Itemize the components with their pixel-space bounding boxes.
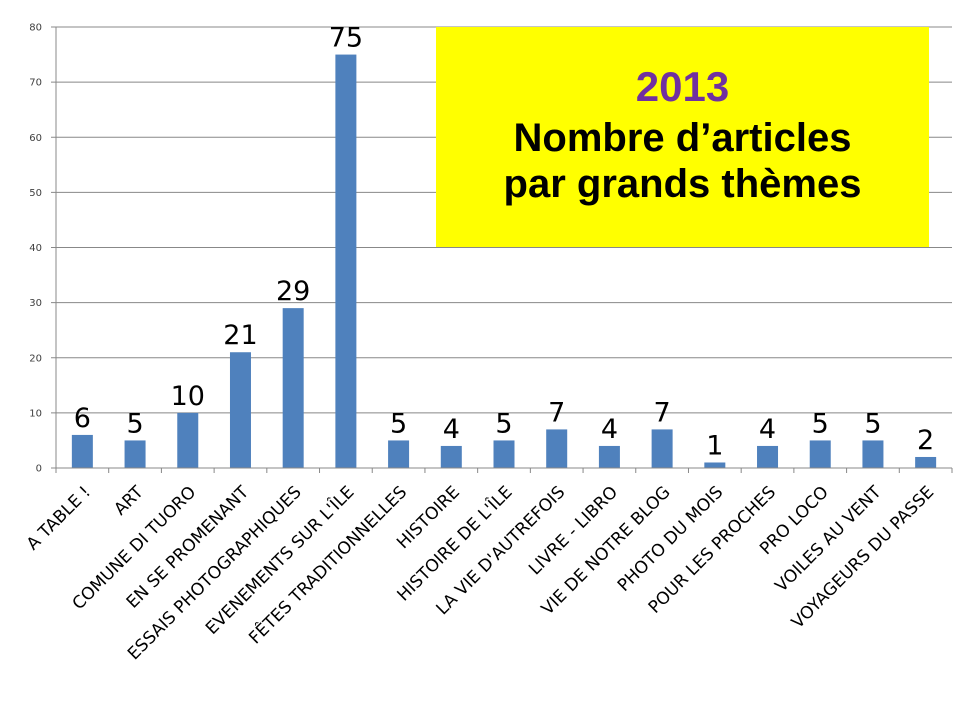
bar — [757, 445, 779, 468]
data-label: 5 — [126, 408, 143, 439]
x-category-label: ART — [110, 482, 148, 520]
bar — [335, 54, 357, 468]
y-tick-label: 0 — [36, 464, 42, 475]
title-box: 2013 Nombre d’articles par grands thèmes — [436, 27, 929, 247]
y-tick-label: 80 — [29, 23, 42, 34]
data-label: 5 — [495, 408, 512, 439]
data-label: 7 — [548, 397, 565, 428]
data-label: 1 — [706, 430, 723, 461]
bar — [229, 352, 251, 468]
y-tick-label: 30 — [29, 298, 42, 309]
bar — [704, 462, 726, 468]
bar — [177, 412, 199, 468]
y-tick-label: 10 — [29, 408, 42, 419]
data-label: 10 — [171, 381, 205, 412]
bar — [651, 429, 673, 468]
y-tick-label: 70 — [29, 78, 42, 89]
data-label: 29 — [276, 276, 310, 307]
title-line-1: Nombre d’articles — [513, 116, 852, 160]
y-tick-label: 20 — [29, 353, 42, 364]
data-label: 2 — [917, 425, 934, 456]
bar — [493, 440, 515, 468]
axes — [51, 26, 953, 473]
bar — [440, 445, 462, 468]
bar — [915, 456, 937, 468]
bar — [862, 440, 884, 468]
data-label: 5 — [864, 408, 881, 439]
title-line-2: par grands thèmes — [503, 162, 862, 206]
y-tick-label: 50 — [29, 188, 42, 199]
data-label: 4 — [443, 414, 460, 445]
data-label: 21 — [223, 320, 257, 351]
data-label: 4 — [759, 414, 776, 445]
data-label: 7 — [654, 397, 671, 428]
bar — [282, 308, 304, 468]
bar — [71, 434, 93, 468]
y-axis-tick-labels: 0 10 20 30 40 50 60 70 80 — [29, 23, 42, 475]
bar — [809, 440, 831, 468]
data-label: 6 — [74, 403, 91, 434]
bar — [124, 440, 146, 468]
data-labels: 6 5 10 21 29 75 5 4 5 7 4 7 1 4 5 5 2 — [74, 23, 934, 462]
x-category-label: A TABLE ! — [23, 482, 95, 554]
y-tick-label: 40 — [29, 243, 42, 254]
data-label: 4 — [601, 414, 618, 445]
data-label: 75 — [329, 23, 363, 54]
y-tick-label: 60 — [29, 133, 42, 144]
data-label: 5 — [390, 408, 407, 439]
bar — [546, 429, 568, 468]
bars — [71, 54, 937, 468]
chart-title: Nombre d’articles par grands thèmes — [436, 115, 929, 207]
bar — [598, 445, 620, 468]
data-label: 5 — [812, 408, 829, 439]
title-year: 2013 — [635, 63, 730, 110]
bar — [388, 440, 410, 468]
